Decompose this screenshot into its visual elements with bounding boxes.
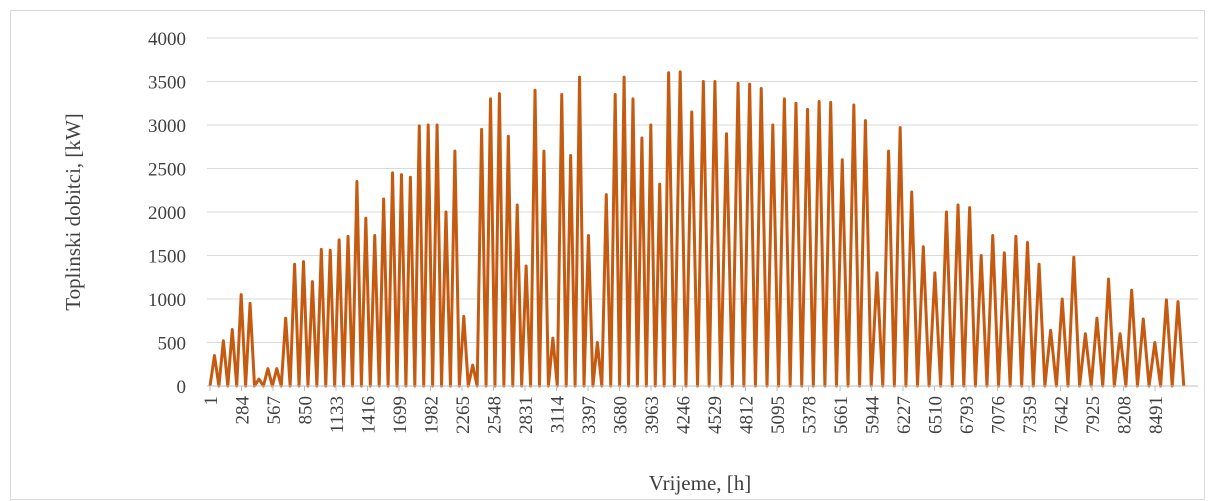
- x-tick-label: 7076: [989, 396, 1010, 434]
- y-tick-label: 4000: [148, 29, 186, 50]
- x-tick-label: 284: [233, 396, 254, 425]
- x-tick-label: 1133: [327, 396, 348, 433]
- x-tick-label: 5378: [800, 396, 821, 434]
- x-tick-label: 3397: [579, 396, 600, 434]
- x-tick-label: 2548: [485, 396, 506, 434]
- y-tick-label: 0: [177, 377, 187, 398]
- y-axis-title: Toplinski dobitci, [kW]: [61, 113, 85, 310]
- x-tick-label: 7359: [1020, 396, 1041, 434]
- x-tick-label: 1: [201, 396, 222, 406]
- x-tick-label: 7642: [1052, 396, 1073, 434]
- x-tick-label: 3114: [548, 396, 569, 434]
- x-tick-label: 1699: [390, 396, 411, 434]
- x-tick-label: 5661: [831, 396, 852, 434]
- x-tick-label: 1982: [422, 396, 443, 434]
- x-tick-label: 6510: [926, 396, 947, 434]
- x-tick-label: 1416: [359, 396, 380, 434]
- x-tick-label: 8491: [1146, 396, 1167, 434]
- x-tick-label: 5944: [863, 396, 884, 435]
- x-tick-label: 5095: [768, 396, 789, 434]
- y-tick-label: 2000: [148, 203, 186, 224]
- y-tick-label: 3500: [148, 73, 186, 94]
- x-tick-label: 3963: [642, 396, 663, 434]
- x-tick-label: 2265: [453, 396, 474, 434]
- y-tick-label: 2500: [148, 160, 186, 181]
- x-tick-label: 7925: [1083, 396, 1104, 434]
- tick-labels: 0 500 1000 1500 2000 2500 3000 3500 4000 1 284 567 8…: [148, 29, 1167, 434]
- x-tick-label: 3680: [611, 396, 632, 434]
- x-axis-title: Vrijeme, [h]: [649, 471, 752, 495]
- x-tick-label: 4812: [737, 396, 758, 434]
- x-tick-label: 2831: [516, 396, 537, 434]
- x-tick-label: 6793: [957, 396, 978, 434]
- x-tick-label: 850: [296, 396, 317, 425]
- x-tick-label: 4529: [705, 396, 726, 434]
- y-tick-label: 1500: [148, 247, 186, 268]
- x-tick-label: 567: [264, 396, 285, 425]
- y-tick-label: 3000: [148, 116, 186, 137]
- x-tick-label: 6227: [894, 396, 915, 434]
- x-tick-label: 4246: [674, 396, 695, 434]
- y-tick-label: 1000: [148, 290, 186, 311]
- x-tick-label: 8208: [1115, 396, 1136, 434]
- y-tick-label: 500: [158, 334, 187, 355]
